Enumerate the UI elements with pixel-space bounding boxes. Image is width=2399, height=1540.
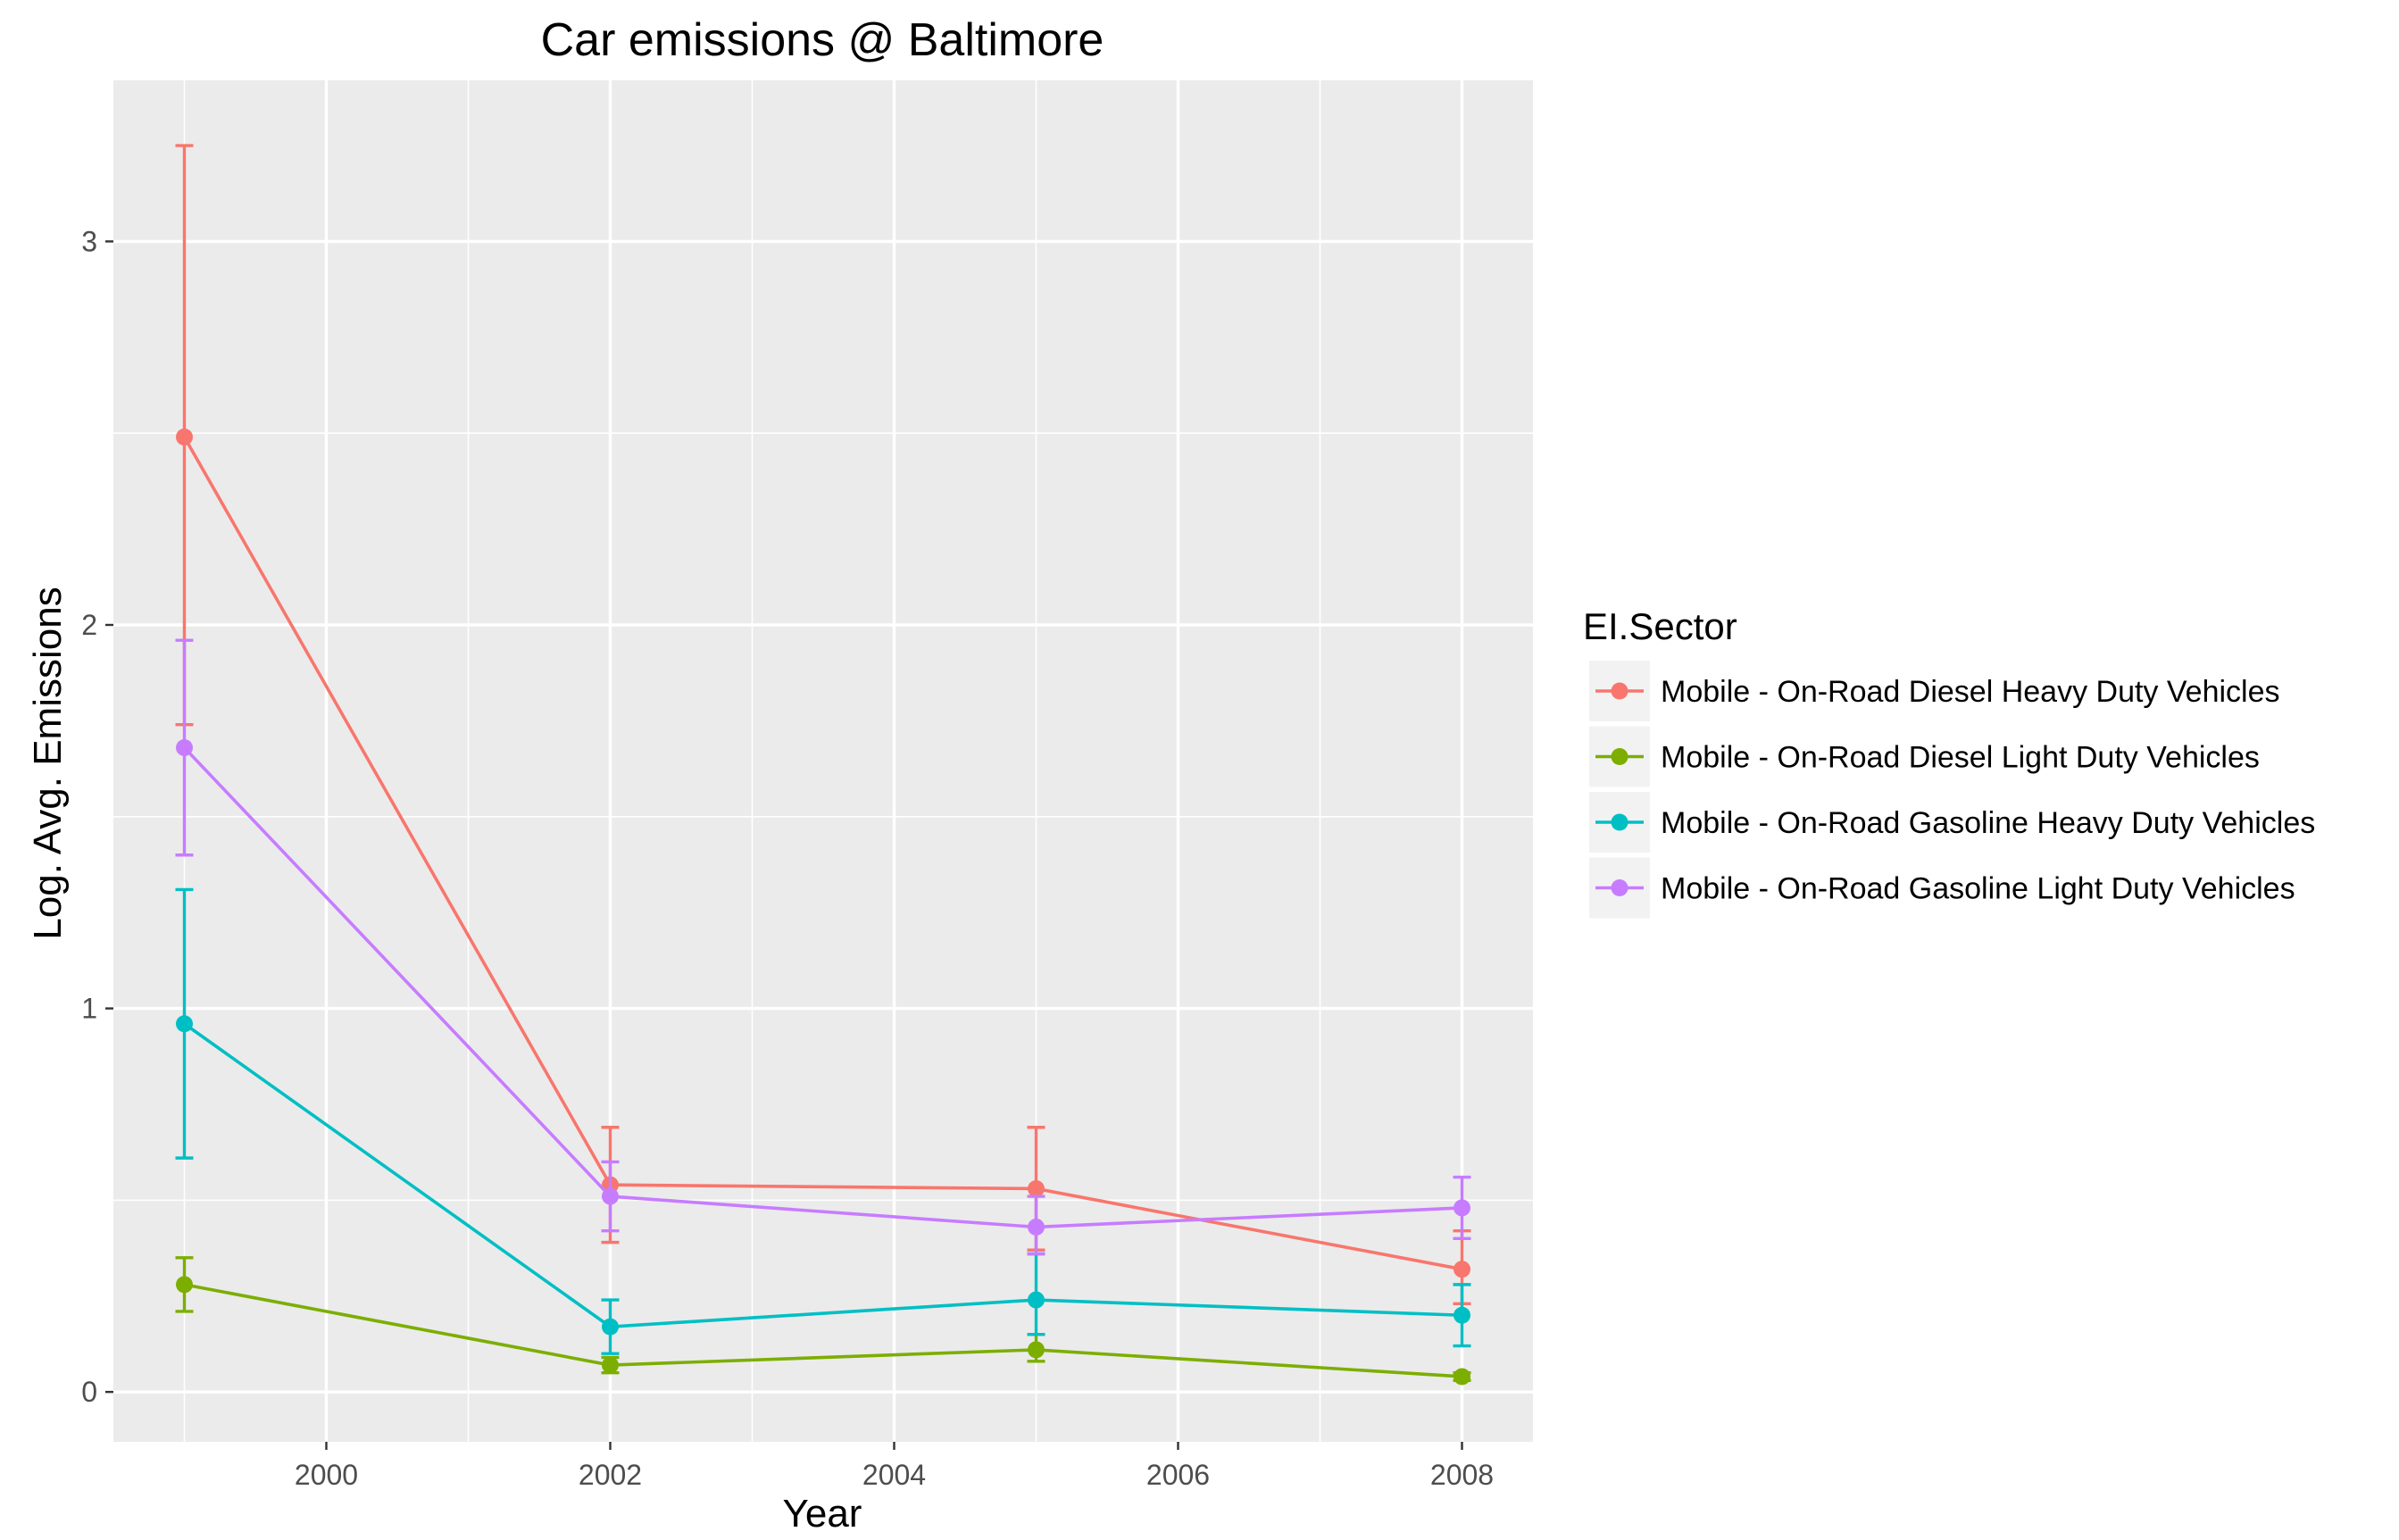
y-axis-title: Log. Avg. Emissions [26, 587, 70, 939]
series-line [183, 1022, 1462, 1328]
legend-title: EI.Sector [1583, 605, 1737, 647]
legend-key-point [1611, 748, 1628, 765]
y-tick-label: 0 [81, 1376, 97, 1408]
y-tick-label: 2 [81, 609, 97, 641]
data-point [1028, 1179, 1045, 1197]
x-tick-label: 2008 [1430, 1459, 1494, 1491]
data-point [1028, 1218, 1045, 1236]
x-axis-title: Year [783, 1492, 862, 1536]
legend-label: Mobile - On-Road Gasoline Heavy Duty Veh… [1661, 806, 2315, 840]
legend-label: Mobile - On-Road Diesel Light Duty Vehic… [1661, 741, 2260, 775]
legend-key-point [1611, 682, 1628, 700]
data-point [602, 1187, 619, 1205]
legend-label: Mobile - On-Road Gasoline Light Duty Veh… [1661, 872, 2295, 906]
legend: EI.Sector Mobile - On-Road Diesel Heavy … [1583, 605, 2315, 919]
x-tick-label: 2000 [295, 1459, 358, 1491]
data-point [1454, 1368, 1470, 1386]
x-tick-label: 2004 [862, 1459, 926, 1491]
series-line [183, 746, 1462, 1229]
data-point [1454, 1261, 1470, 1278]
series-3 [175, 887, 1471, 1355]
data-point [176, 1015, 193, 1033]
x-tick-label: 2006 [1146, 1459, 1210, 1491]
chart-title: Car emissions @ Baltimore [541, 14, 1104, 66]
legend-item: Mobile - On-Road Diesel Heavy Duty Vehic… [1589, 661, 2280, 721]
data-point [1454, 1306, 1470, 1324]
legend-item: Mobile - On-Road Diesel Light Duty Vehic… [1589, 726, 2260, 787]
x-tick-label: 2002 [579, 1459, 642, 1491]
series-line [184, 1283, 1462, 1378]
data-point [602, 1356, 619, 1374]
series-line [182, 436, 1462, 1271]
y-axis-ticks: 0 1 2 3 [81, 225, 113, 1408]
data-point [1454, 1199, 1470, 1217]
legend-item: Mobile - On-Road Gasoline Heavy Duty Veh… [1589, 792, 2315, 853]
x-axis-ticks: 2000 2002 2004 2006 2008 [295, 1442, 1494, 1491]
data-point [602, 1318, 619, 1336]
series-1 [175, 144, 1471, 1306]
series-4 [175, 638, 1471, 1256]
data-point [176, 429, 193, 446]
legend-item: Mobile - On-Road Gasoline Light Duty Veh… [1589, 857, 2295, 919]
y-tick-label: 1 [81, 993, 97, 1025]
series-2 [175, 1256, 1471, 1386]
data-point [176, 1276, 193, 1294]
series-layer [175, 144, 1471, 1386]
data-point [176, 738, 193, 756]
legend-items: Mobile - On-Road Diesel Heavy Duty Vehic… [1589, 661, 2315, 919]
legend-key-point [1611, 879, 1628, 896]
data-point [1028, 1291, 1045, 1309]
y-tick-label: 3 [81, 225, 97, 257]
legend-label: Mobile - On-Road Diesel Heavy Duty Vehic… [1661, 675, 2280, 709]
legend-key-point [1611, 813, 1628, 831]
data-point [1028, 1341, 1045, 1359]
